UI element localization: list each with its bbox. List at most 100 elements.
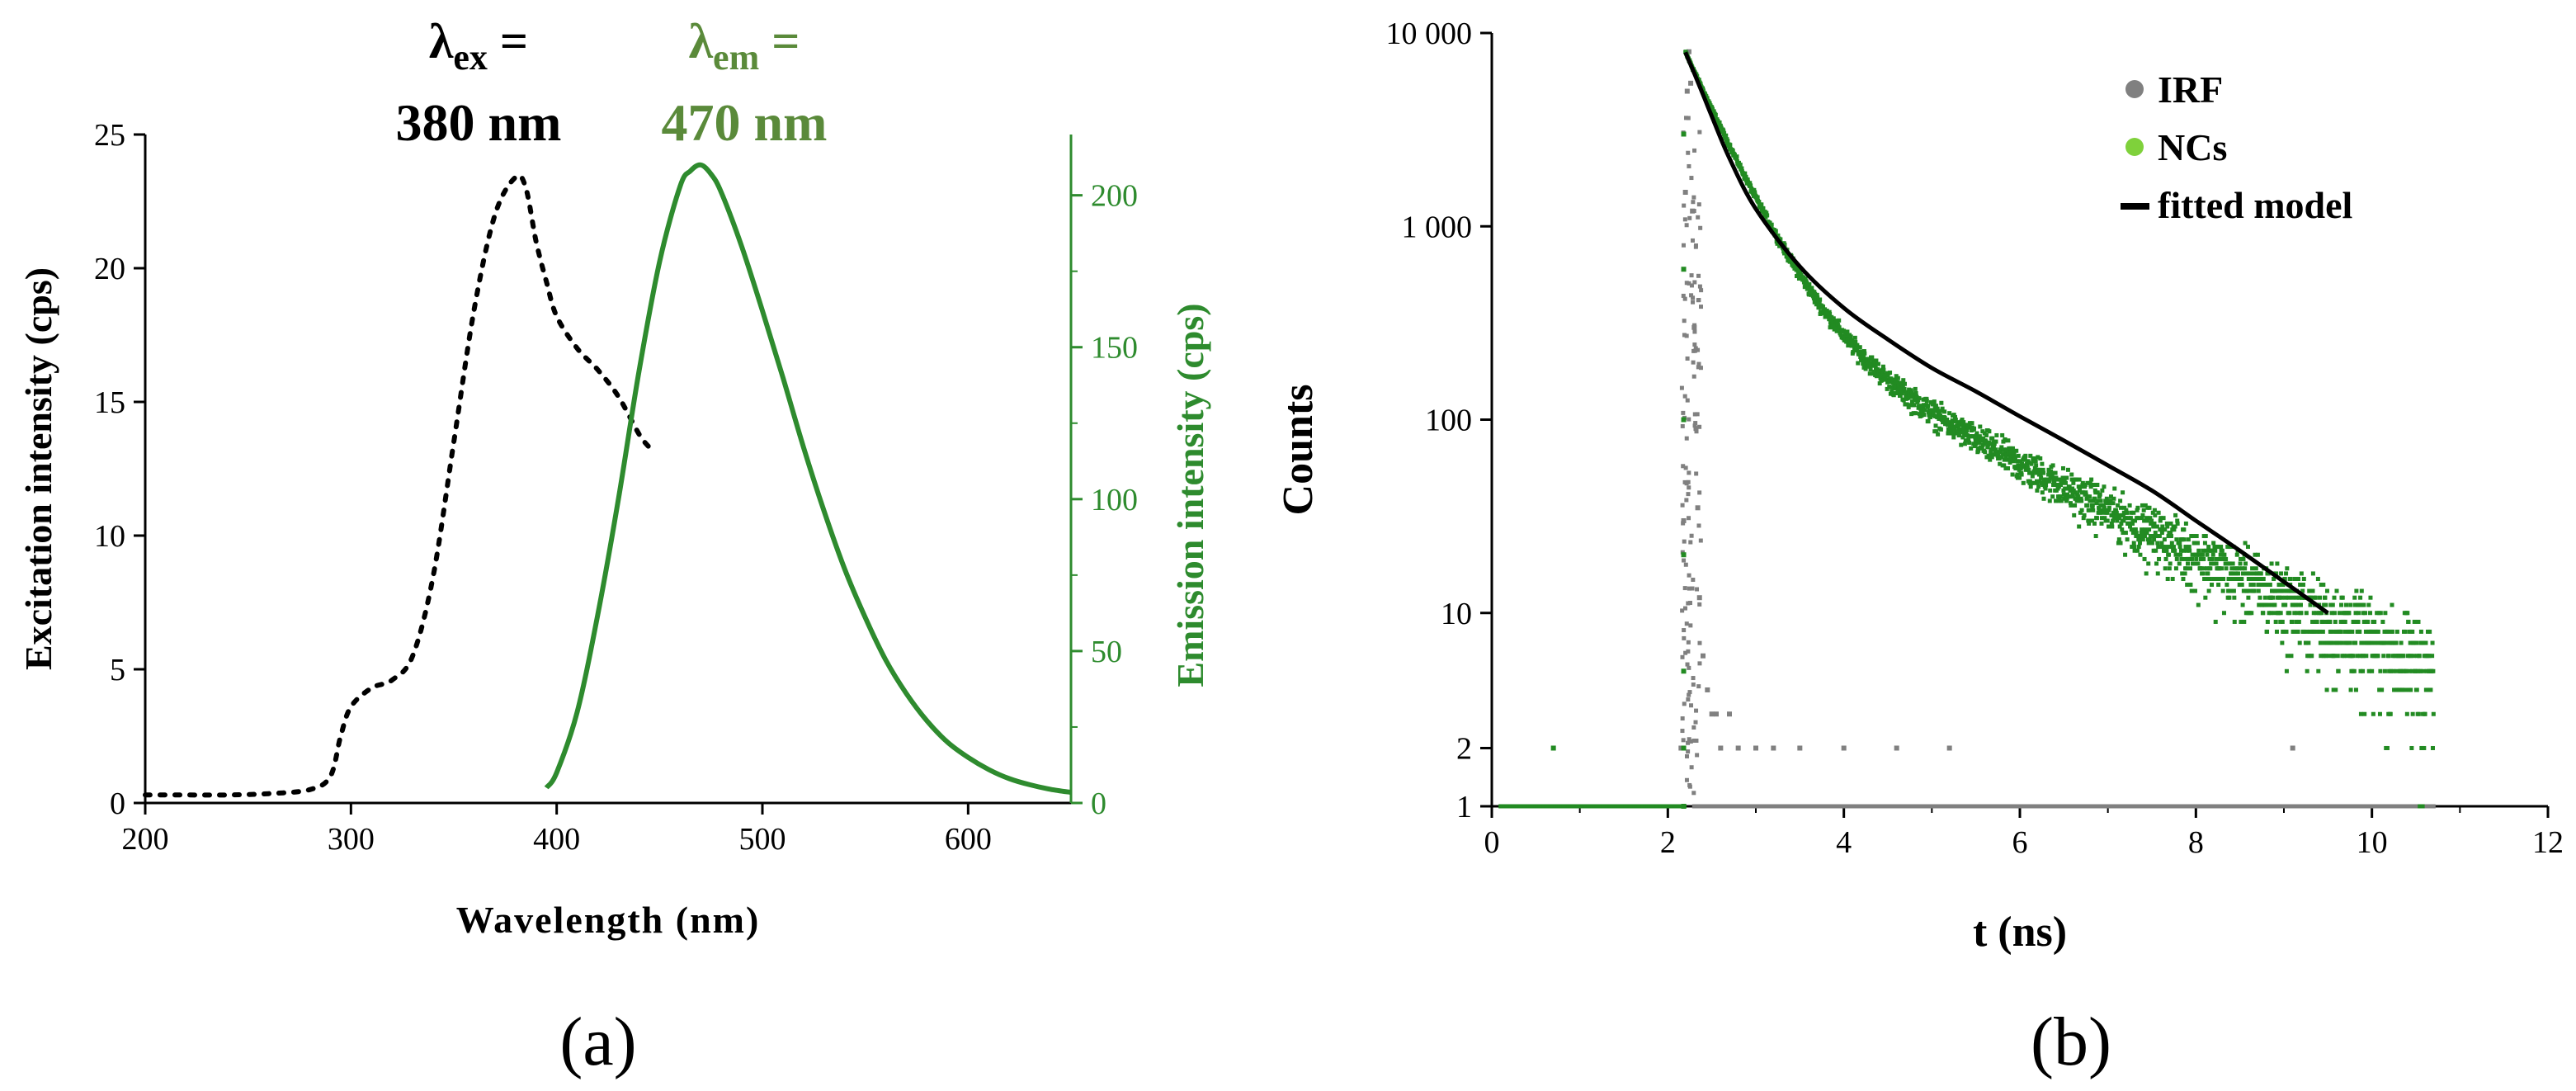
ncs-point — [1724, 133, 1729, 138]
ncs-point — [2000, 432, 2005, 437]
panel-label-b: (b) — [2031, 1004, 2111, 1080]
ncs-point — [2201, 548, 2206, 553]
ncs-point — [2272, 577, 2276, 582]
ncs-point — [2326, 654, 2331, 659]
ncs-point — [2294, 619, 2299, 624]
ncs-point — [2337, 611, 2342, 616]
irf-point — [1684, 223, 1689, 228]
ncs-point — [2191, 534, 2196, 539]
ncs-point — [1947, 420, 1952, 425]
irf-point — [1680, 608, 1685, 613]
irf-point — [1687, 665, 1691, 670]
ncs-point — [2342, 654, 2347, 659]
ncs-point — [2104, 501, 2109, 506]
ncs-point — [1999, 455, 2004, 460]
ncs-point — [1989, 450, 1993, 455]
ncs-point — [2352, 668, 2357, 673]
ncs-point — [2196, 548, 2201, 553]
ncs-point — [2255, 552, 2260, 557]
ncs-point — [2276, 595, 2281, 600]
ncs-point — [1829, 314, 1834, 319]
irf-point — [1679, 385, 1684, 390]
ncs-point — [1769, 222, 1774, 227]
ncs-point — [1981, 436, 1986, 441]
irf-point — [1680, 503, 1685, 508]
ncs-point — [2255, 571, 2260, 576]
ncs-point — [2296, 602, 2301, 607]
ncs-point — [1867, 371, 1872, 376]
ncs-point — [1960, 418, 1965, 422]
ncs-point — [2147, 537, 2152, 542]
ncs-point — [1974, 438, 1979, 443]
ncs-point — [2304, 640, 2309, 645]
ncs-point — [2090, 505, 2095, 510]
ncs-point — [2016, 453, 2021, 458]
ncs-point — [2098, 503, 2103, 508]
ncs-point — [1778, 237, 1783, 242]
ncs-point — [1959, 442, 1964, 447]
ncs-point — [2192, 541, 2197, 546]
ncs-point — [1984, 439, 1989, 444]
ncs-point — [2158, 518, 2163, 523]
ncs-point — [2154, 561, 2159, 566]
ncs-point — [2050, 463, 2055, 468]
ncs-point — [2031, 480, 2036, 485]
ncs-point — [2041, 470, 2046, 475]
ncs-point — [1866, 364, 1871, 369]
ncs-point — [1857, 345, 1862, 350]
ncs-point — [2022, 465, 2026, 470]
ncs-point — [1913, 386, 1918, 391]
ncs-point — [2017, 475, 2022, 480]
ncs-point — [2286, 595, 2291, 600]
ncs-point — [2283, 595, 2288, 600]
ncs-point — [1713, 112, 1718, 117]
ncs-point — [2357, 654, 2362, 659]
irf-point — [1689, 176, 1694, 181]
ncs-point — [1869, 361, 1874, 366]
irf-point — [1682, 190, 1688, 196]
ncs-point — [2178, 552, 2183, 557]
ncs-point — [2130, 518, 2135, 523]
ncs-point — [1899, 390, 1904, 395]
ncs-point — [2300, 595, 2305, 600]
irf-point — [1691, 360, 1696, 365]
irf-point — [1687, 215, 1692, 220]
irf-point — [1694, 471, 1699, 476]
irf-point — [1686, 640, 1691, 645]
ncs-point — [2148, 534, 2153, 539]
ncs-point — [2294, 595, 2299, 600]
ncs-point — [2143, 503, 2148, 508]
ncs-point — [2118, 505, 2123, 510]
ncs-point — [1845, 329, 1850, 334]
ncs-point — [2070, 492, 2075, 497]
ncs-point — [2035, 480, 2040, 485]
ncs-point — [1982, 442, 1987, 446]
irf-point — [1689, 703, 1694, 708]
ncs-point — [2305, 629, 2309, 634]
ncs-point — [2352, 595, 2357, 600]
irf-point — [1682, 701, 1687, 706]
ncs-point — [2236, 571, 2241, 576]
ncs-point — [1890, 389, 1894, 394]
ncs-point — [2153, 531, 2158, 536]
ncs-point — [2279, 571, 2284, 576]
ncs-point — [2061, 492, 2066, 497]
ncs-point — [2177, 541, 2182, 546]
ncs-point — [2276, 611, 2281, 616]
irf-point — [1687, 692, 1691, 697]
ncs-point — [2140, 503, 2144, 508]
ncs-point — [1711, 109, 1716, 114]
ncs-point — [2430, 640, 2435, 645]
ncs-point — [1860, 352, 1865, 357]
ncs-point — [2168, 561, 2173, 566]
ncs-point — [1753, 190, 1757, 195]
ncs-point — [1962, 432, 1967, 437]
ncs-point — [1851, 349, 1856, 354]
annotation-excitation-value: 380 nm — [396, 93, 562, 152]
ncs-point — [2134, 531, 2139, 536]
b-x-tick-label: 8 — [2188, 825, 2204, 860]
ncs-point — [2108, 498, 2113, 503]
ncs-point — [2281, 583, 2286, 588]
ncs-point — [2423, 640, 2428, 645]
ncs-point — [2298, 602, 2303, 607]
